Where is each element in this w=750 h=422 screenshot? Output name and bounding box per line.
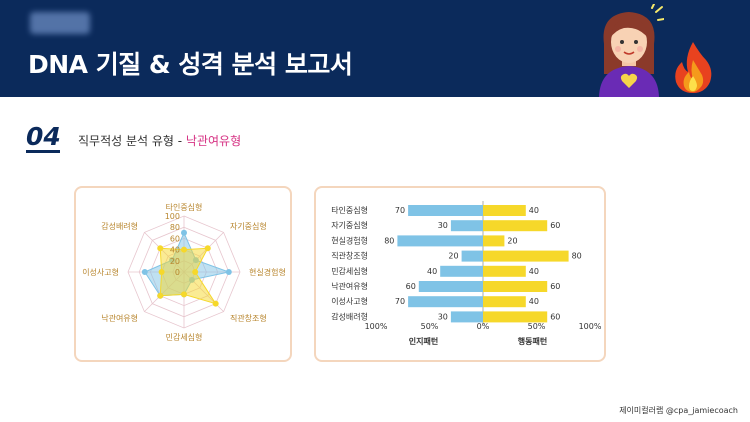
radar-axis-label: 자기중심형 xyxy=(230,221,267,231)
bar-right xyxy=(483,265,526,277)
bar-right-value: 40 xyxy=(529,206,539,215)
bar-x-tick-label: 50% xyxy=(421,322,439,331)
blurred-name xyxy=(30,12,90,34)
bar-chart-card: 타인중심형 70 40 자기중심형 30 60 현실경험형 80 20 직관창조형 20 80 민감세심… xyxy=(314,186,606,362)
radar-point xyxy=(181,291,187,298)
bar-left xyxy=(397,235,483,247)
radar-tick-label: 100 xyxy=(165,212,180,221)
radar-axis-label: 이성사고형 xyxy=(82,267,119,277)
radar-axis-label: 민감세심형 xyxy=(166,332,203,342)
radar-point xyxy=(192,269,199,275)
radar-point xyxy=(157,245,164,252)
bar-right-value: 60 xyxy=(550,312,560,321)
radar-point xyxy=(181,229,187,236)
bar-x-tick-label: 100% xyxy=(365,322,388,331)
bar-left xyxy=(450,311,483,323)
radar-point xyxy=(212,300,219,307)
radar-point xyxy=(225,269,232,275)
bar-right xyxy=(483,220,548,232)
radar-tick-label: 0 xyxy=(175,268,180,277)
bar-category-label: 낙관여유형 xyxy=(331,281,368,291)
bar-left-value: 60 xyxy=(406,282,416,291)
bar-left-value: 30 xyxy=(438,221,448,230)
radar-point xyxy=(181,246,187,253)
bar-series-label-right: 행동패턴 xyxy=(518,336,547,346)
bar-left-value: 70 xyxy=(395,297,405,306)
bar-left-value: 40 xyxy=(427,267,437,276)
section-underline xyxy=(26,150,60,153)
diverging-bar-chart: 타인중심형 70 40 자기중심형 30 60 현실경험형 80 20 직관창조형 20 80 민감세심… xyxy=(331,201,602,346)
bar-left xyxy=(461,250,483,262)
bar-right-value: 40 xyxy=(529,297,539,306)
bar-right xyxy=(483,311,548,323)
bar-x-tick-label: 50% xyxy=(528,322,546,331)
radar-tick-label: 40 xyxy=(170,246,180,255)
bar-right-value: 80 xyxy=(572,252,582,261)
bar-left-value: 30 xyxy=(438,312,448,321)
bar-right xyxy=(483,235,505,247)
radar-tick-label: 20 xyxy=(170,257,180,266)
bar-x-tick-label: 0% xyxy=(477,322,490,331)
bar-left-value: 70 xyxy=(395,206,405,215)
bar-category-label: 이성사고형 xyxy=(331,296,368,306)
bar-category-label: 감성배려형 xyxy=(331,311,368,321)
section-number: 04 xyxy=(26,122,61,151)
bar-category-label: 현실경험형 xyxy=(331,235,368,245)
bar-category-label: 자기중심형 xyxy=(331,220,368,230)
bar-series-label-left: 인지패턴 xyxy=(409,336,438,346)
bar-right-value: 60 xyxy=(550,221,560,230)
bar-right xyxy=(483,205,526,216)
bar-left xyxy=(418,281,483,292)
radar-axis-label: 타인중심형 xyxy=(166,202,203,212)
radar-axis-label: 낙관여유형 xyxy=(101,313,138,323)
report-title: DNA 기질 & 성격 분석 보고서 xyxy=(28,50,353,79)
radar-point xyxy=(158,269,165,275)
radar-point xyxy=(157,292,164,299)
bar-left xyxy=(440,265,483,277)
header-banner: DNA 기질 & 성격 분석 보고서 xyxy=(0,0,750,97)
section-title: 직무적성 분석 유형 - 낙관여유형 xyxy=(78,132,241,149)
bar-x-tick-label: 100% xyxy=(579,322,602,331)
radar-axis-label: 현실경험형 xyxy=(249,267,286,277)
bar-left xyxy=(450,220,483,232)
section-title-prefix: 직무적성 분석 유형 - xyxy=(78,134,186,148)
bar-category-label: 민감세심형 xyxy=(331,266,368,276)
radar-point xyxy=(141,269,148,275)
bar-right-value: 20 xyxy=(507,236,517,245)
radar-point xyxy=(204,245,211,252)
section-title-highlight: 낙관여유형 xyxy=(185,134,242,148)
bar-category-label: 타인중심형 xyxy=(331,205,368,215)
radar-axis-label: 직관창조형 xyxy=(230,313,267,323)
bar-left-value: 20 xyxy=(448,252,458,261)
footer-credit: 제이미컬러랩 @cpa_jamiecoach xyxy=(619,406,738,415)
radar-axis-label: 감성배려형 xyxy=(101,221,138,231)
radar-tick-label: 80 xyxy=(170,223,180,232)
bar-right xyxy=(483,250,569,262)
bar-left xyxy=(408,296,483,308)
bar-right-value: 40 xyxy=(529,267,539,276)
bar-right xyxy=(483,296,526,308)
bar-left-value: 80 xyxy=(384,236,394,245)
radar-tick-label: 60 xyxy=(170,234,180,243)
bar-right-value: 60 xyxy=(550,282,560,291)
fire-icon xyxy=(675,42,712,93)
bar-category-label: 직관창조형 xyxy=(331,251,368,261)
woman-avatar-icon xyxy=(599,4,664,97)
bar-right xyxy=(483,281,548,292)
bar-left xyxy=(408,205,483,216)
